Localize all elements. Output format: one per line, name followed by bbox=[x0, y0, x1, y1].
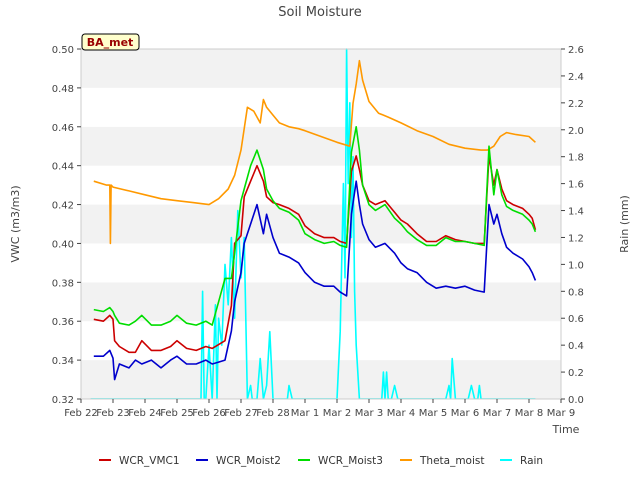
y-tick-label: 0.42 bbox=[52, 201, 74, 212]
legend-label: Theta_moist bbox=[419, 455, 485, 467]
x-tick-label: Feb 25 bbox=[160, 408, 194, 419]
x-tick-label: Mar 1 bbox=[291, 408, 319, 419]
x-tick-label: Feb 26 bbox=[192, 408, 226, 419]
axes: 0.32 0.34 0.36 0.38 0.40 0.42 0.44 0.46 0.48 0.50… bbox=[52, 45, 584, 419]
y-tick-label: 0.50 bbox=[52, 45, 74, 56]
grid-band bbox=[81, 49, 561, 88]
y-tick-label: 0.48 bbox=[52, 84, 74, 95]
x-tick-label: Mar 3 bbox=[355, 408, 383, 419]
chart-title: Soil Moisture bbox=[278, 5, 362, 20]
x-tick-label: Mar 7 bbox=[483, 408, 511, 419]
legend: WCR_VMC1 WCR_Moist2 WCR_Moist3 Theta_moist R… bbox=[99, 455, 543, 467]
y2-tick-label: 2.2 bbox=[568, 99, 584, 110]
y-tick-label: 0.38 bbox=[52, 278, 74, 289]
plot-frame bbox=[80, 48, 562, 400]
series-line-wcr-moist3 bbox=[93, 126, 537, 326]
site-label-background bbox=[81, 33, 140, 51]
y2-axis-label: Rain (mm) bbox=[618, 195, 631, 253]
grid-band bbox=[81, 126, 561, 166]
y2-tick-label: 0.6 bbox=[568, 314, 584, 325]
series-line-theta-moist bbox=[93, 59, 536, 245]
x-axis-label: Time bbox=[552, 423, 580, 436]
grid-band bbox=[81, 321, 561, 361]
grid-band bbox=[81, 360, 561, 399]
y2-tick-label: 0.4 bbox=[568, 341, 584, 352]
y2-tick-label: 0.0 bbox=[568, 395, 584, 406]
site-label-box: BA_met bbox=[81, 33, 140, 51]
x-tick-label: Mar 6 bbox=[451, 408, 479, 419]
y-tick-label: 0.32 bbox=[52, 395, 74, 406]
y2-tick-label: 2.6 bbox=[568, 45, 584, 56]
y2-tick-label: 1.4 bbox=[568, 207, 584, 218]
y2-tick-label: 2.0 bbox=[568, 126, 584, 137]
y-tick-label: 0.36 bbox=[52, 317, 74, 328]
x-tick-label: Mar 4 bbox=[387, 408, 415, 419]
site-label: BA_met bbox=[87, 36, 134, 49]
x-tick-label: Feb 23 bbox=[96, 408, 130, 419]
grid-band bbox=[81, 87, 561, 127]
legend-label: WCR_VMC1 bbox=[119, 455, 180, 467]
x-tick-label: Feb 24 bbox=[128, 408, 162, 419]
y-tick-label: 0.34 bbox=[52, 356, 74, 367]
y2-tick-label: 1.2 bbox=[568, 233, 584, 244]
x-tick-label: Mar 2 bbox=[323, 408, 351, 419]
y-tick-label: 0.40 bbox=[52, 239, 74, 250]
legend-label: WCR_Moist2 bbox=[216, 455, 281, 467]
x-tick-label: Mar 5 bbox=[419, 408, 447, 419]
y2-tick-label: 2.4 bbox=[568, 72, 584, 83]
x-tick-label: Feb 27 bbox=[224, 408, 258, 419]
y2-tick-label: 1.8 bbox=[568, 153, 584, 164]
y-axis-label: VWC (m3/m3) bbox=[9, 185, 22, 262]
y2-tick-label: 0.8 bbox=[568, 287, 584, 298]
grid-band bbox=[81, 165, 561, 205]
y-tick-label: 0.44 bbox=[52, 162, 74, 173]
series-line-wcr-moist2 bbox=[93, 180, 537, 381]
grid-band bbox=[81, 282, 561, 322]
y2-tick-label: 0.2 bbox=[568, 368, 584, 379]
legend-label: WCR_Moist3 bbox=[318, 455, 383, 467]
y-tick-label: 0.46 bbox=[52, 123, 74, 134]
y2-tick-label: 1.6 bbox=[568, 180, 584, 191]
x-tick-label: Mar 9 bbox=[547, 408, 575, 419]
grid-band bbox=[81, 243, 561, 283]
grid-bands bbox=[81, 49, 561, 399]
legend-label: Rain bbox=[520, 455, 543, 467]
x-tick-label: Feb 28 bbox=[256, 408, 290, 419]
series-layer bbox=[90, 48, 537, 399]
x-tick-label: Mar 8 bbox=[515, 408, 543, 419]
x-tick-label: Feb 22 bbox=[64, 408, 98, 419]
y2-tick-label: 1.0 bbox=[568, 260, 584, 271]
